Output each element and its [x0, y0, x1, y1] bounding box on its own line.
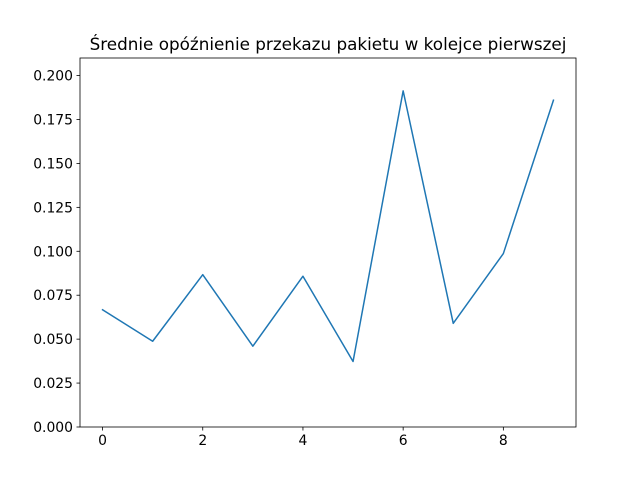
y-tick-label: 0.125 — [33, 200, 73, 216]
y-tick-label: 0.000 — [33, 420, 73, 436]
y-tick-label: 0.200 — [33, 69, 73, 85]
x-tick-label: 4 — [299, 433, 308, 449]
x-tick-label: 6 — [399, 433, 408, 449]
y-tick-label: 0.150 — [33, 156, 73, 172]
y-tick-label: 0.175 — [33, 113, 73, 129]
y-tick-label: 0.025 — [33, 376, 73, 392]
series-group — [101, 90, 555, 363]
x-tick-label: 0 — [98, 433, 107, 449]
y-tick-label: 0.100 — [33, 244, 73, 260]
x-tick-label: 2 — [198, 433, 207, 449]
y-tick-label: 0.075 — [33, 288, 73, 304]
x-tick-label: 8 — [499, 433, 508, 449]
chart-title: Średnie opóźnienie przekazu pakietu w ko… — [90, 33, 567, 54]
y-tick-label: 0.050 — [33, 332, 73, 348]
series-line-0 — [101, 90, 555, 363]
plot-area-frame — [79, 57, 577, 428]
axes-group: 0 2 4 6 8 0.000 0.025 0.050 0.075 0.100 0.125 0.150… — [33, 69, 508, 449]
